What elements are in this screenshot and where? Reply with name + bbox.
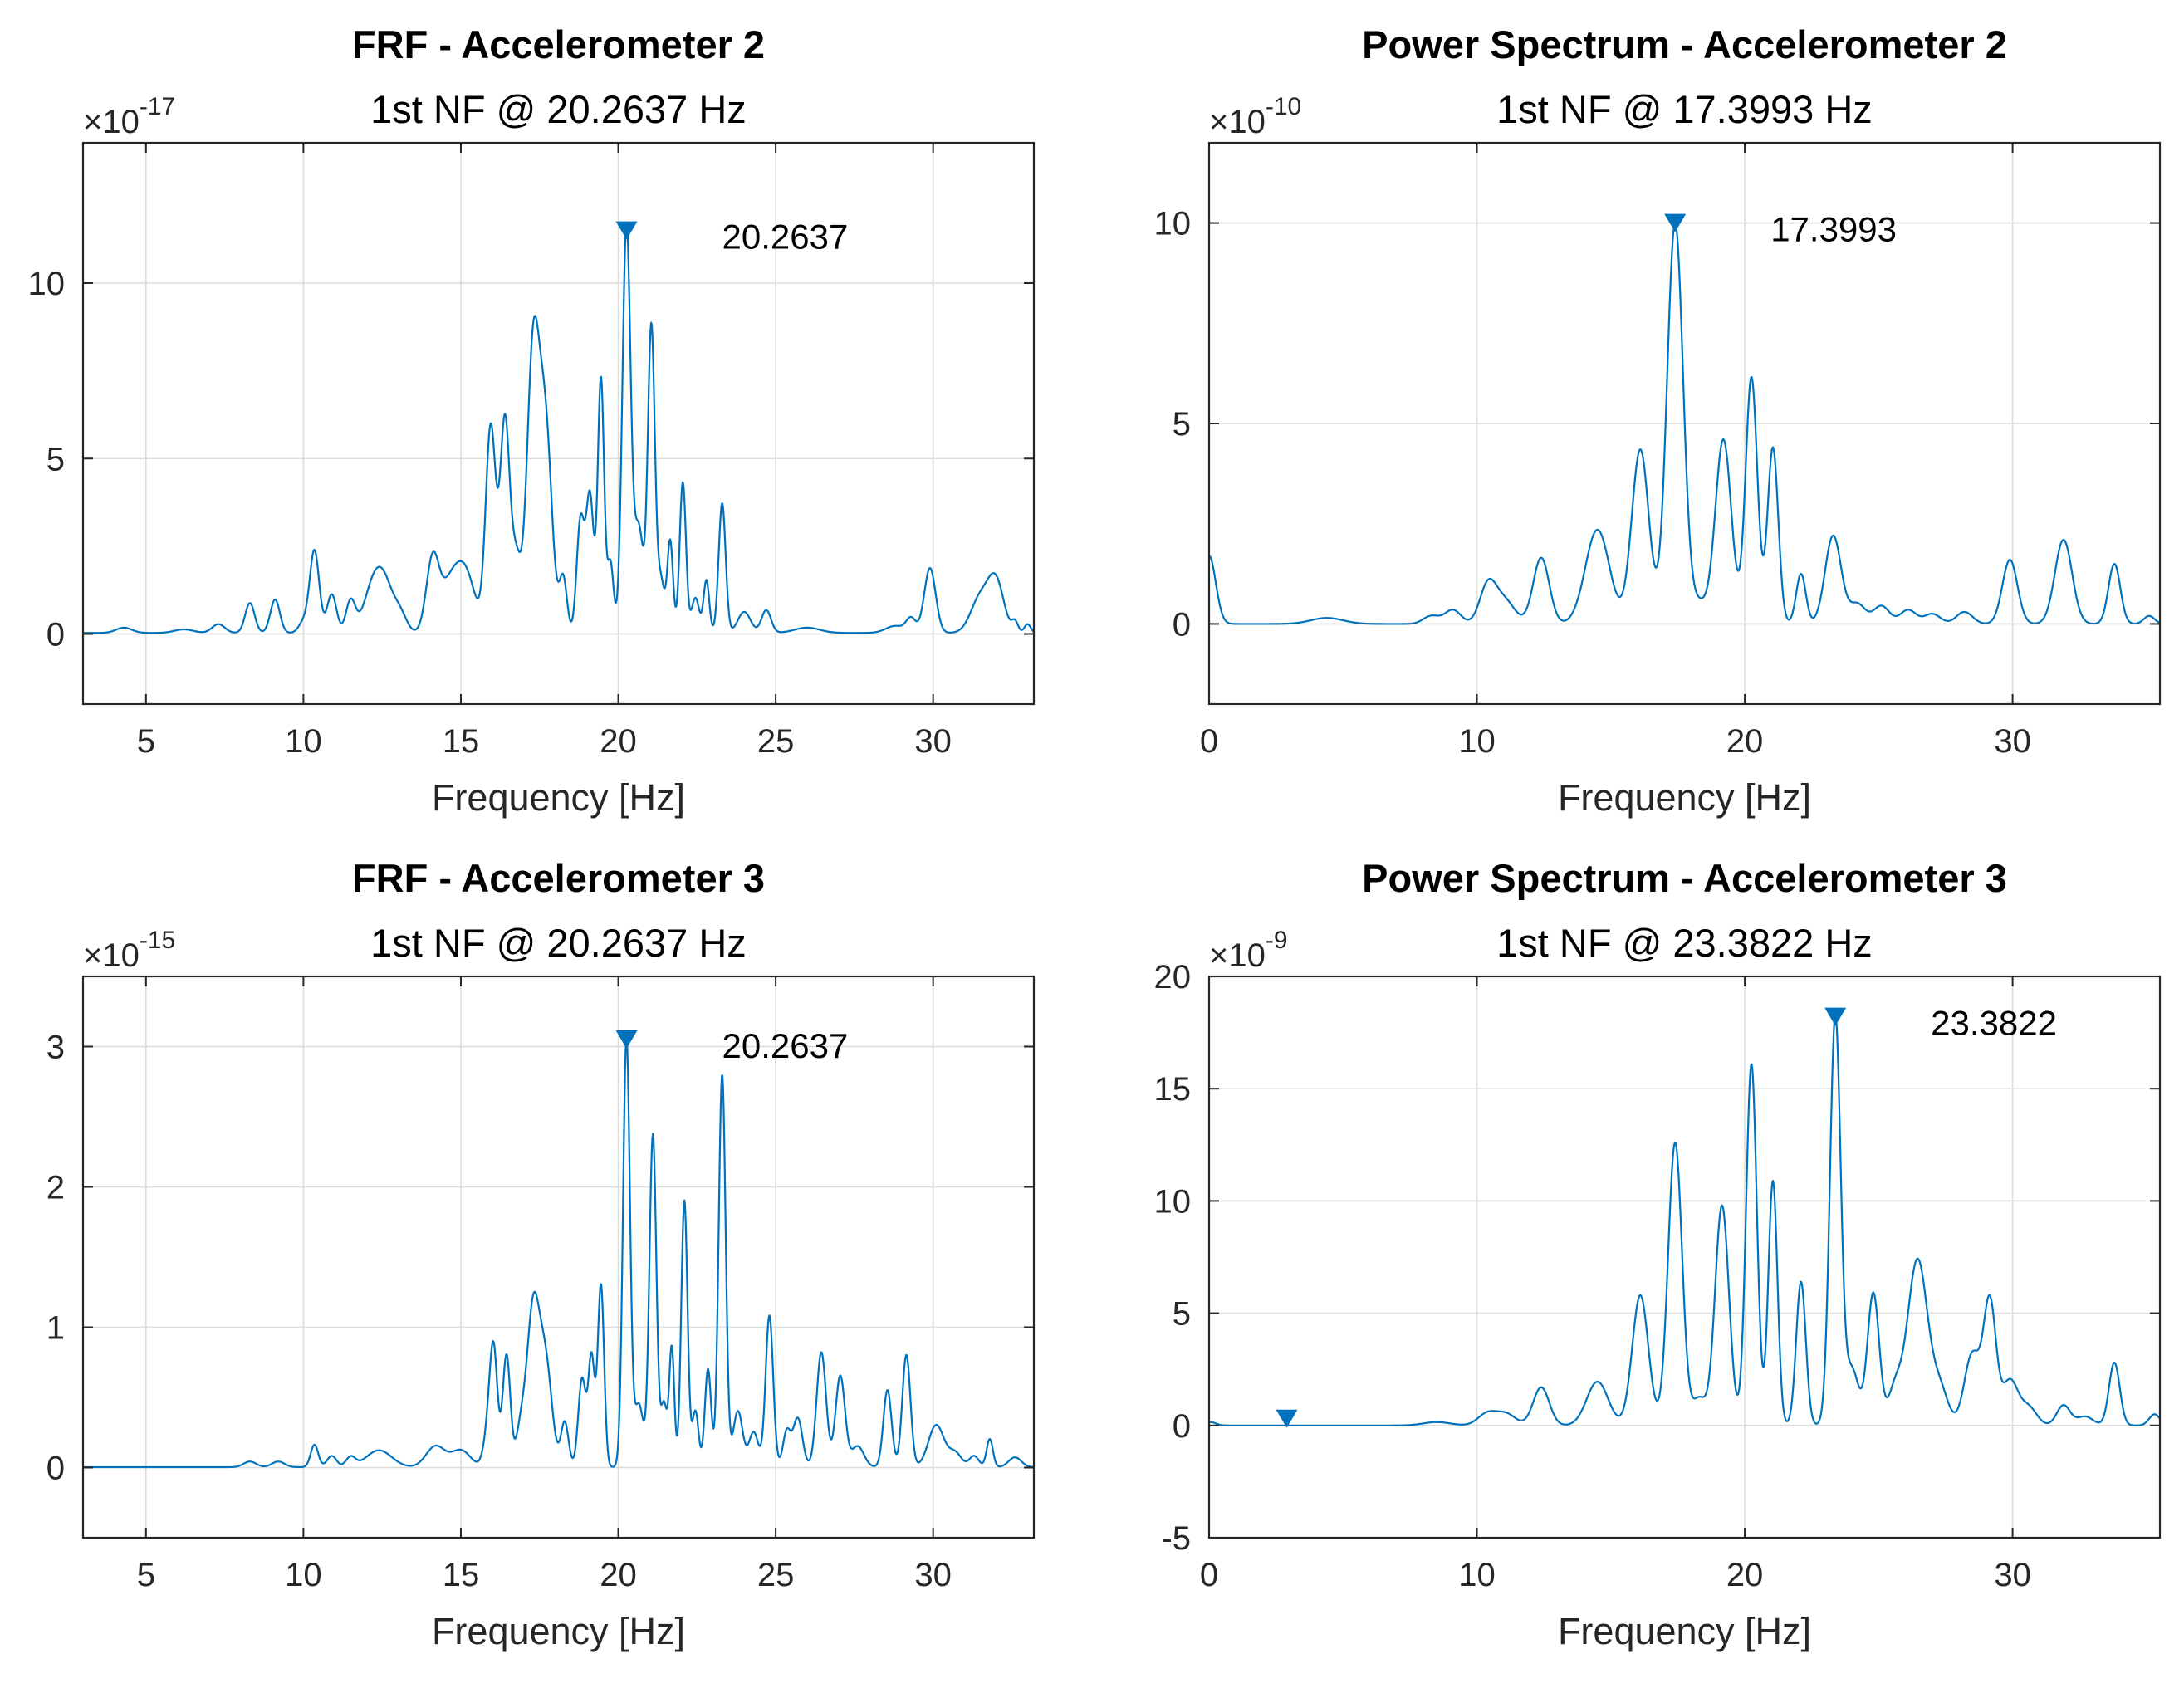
x-tick-label: 25	[757, 1557, 795, 1593]
spectrum-line	[1209, 1013, 2160, 1426]
x-axis-label: Frequency [Hz]	[1558, 1610, 1811, 1652]
x-tick-label: 30	[914, 1557, 952, 1593]
grid	[83, 143, 1034, 704]
x-tick-label: 20	[1726, 1557, 1764, 1593]
y-tick-label: 1	[47, 1310, 65, 1347]
x-tick-label: 0	[1200, 1557, 1218, 1593]
axes-frame	[81, 975, 1036, 1539]
y-tick-label: 20	[1154, 959, 1192, 996]
spectrum-line	[1209, 222, 2160, 625]
x-tick-label: 15	[443, 723, 480, 760]
y-tick-label: 15	[1154, 1071, 1192, 1108]
secondary-marker	[1276, 1409, 1298, 1428]
peak-marker	[615, 221, 638, 240]
axis-exponent: ×10-15	[83, 927, 175, 974]
y-tick-label: 0	[1173, 606, 1191, 643]
x-axis-label: Frequency [Hz]	[1558, 776, 1811, 819]
chart-subtitle: 1st NF @ 20.2637 Hz	[370, 87, 747, 131]
chart-subtitle: 1st NF @ 17.3993 Hz	[1496, 87, 1873, 131]
frf-accelerometer-2-chart: FRF - Accelerometer 2 1st NF @ 20.2637 Hz…	[0, 0, 1058, 838]
y-tick-label: -5	[1161, 1520, 1191, 1557]
y-tick-label: 0	[1173, 1408, 1191, 1445]
frf-accelerometer-3-chart: FRF - Accelerometer 3 1st NF @ 20.2637 Hz…	[0, 834, 1058, 1671]
chart-svg: FRF - Accelerometer 3 1st NF @ 20.2637 Hz…	[47, 856, 1036, 1652]
axis-exponent: ×10-9	[1209, 927, 1288, 974]
axes-frame	[1207, 975, 2162, 1539]
chart-title: Power Spectrum - Accelerometer 3	[1362, 856, 2007, 900]
peak-marker	[615, 1030, 638, 1049]
x-axis-label: Frequency [Hz]	[432, 1610, 685, 1652]
x-tick-label: 5	[137, 723, 155, 760]
y-tick-label: 0	[47, 1451, 65, 1487]
y-tick-label: 10	[1154, 206, 1192, 242]
y-tick-label: 5	[47, 441, 65, 477]
x-tick-label: 10	[1458, 1557, 1496, 1593]
x-tick-label: 10	[1458, 723, 1496, 760]
x-tick-label: 30	[914, 723, 952, 760]
x-tick-label: 30	[1994, 1557, 2031, 1593]
chart-svg: Power Spectrum - Accelerometer 3 1st NF @…	[1154, 856, 2162, 1652]
grid	[83, 976, 1034, 1538]
spectrum-line	[83, 1037, 1034, 1469]
chart-svg: FRF - Accelerometer 2 1st NF @ 20.2637 Hz…	[28, 22, 1036, 819]
grid	[1208, 976, 2160, 1539]
peak-annotation: 17.3993	[1770, 210, 1897, 249]
x-axis-label: Frequency [Hz]	[432, 776, 685, 819]
x-tick-label: 10	[285, 723, 322, 760]
peak-marker	[1664, 213, 1687, 232]
axes-frame	[81, 141, 1036, 706]
y-tick-label: 0	[47, 617, 65, 653]
peak-annotation: 20.2637	[722, 1026, 849, 1065]
peak-annotation: 20.2637	[722, 218, 849, 257]
peak-annotation: 23.3822	[1931, 1004, 2057, 1043]
chart-subtitle: 1st NF @ 23.3822 Hz	[1496, 921, 1873, 965]
x-tick-label: 20	[600, 723, 637, 760]
axis-exponent: ×10-17	[83, 93, 175, 140]
chart-title: FRF - Accelerometer 2	[352, 22, 765, 66]
peak-marker	[1824, 1007, 1847, 1026]
axis-exponent: ×10-10	[1209, 93, 1301, 140]
power-spectrum-accelerometer-2-chart: Power Spectrum - Accelerometer 2 1st NF @…	[1126, 0, 2184, 838]
y-tick-label: 5	[1173, 406, 1191, 443]
x-tick-label: 5	[137, 1557, 155, 1593]
y-tick-label: 5	[1173, 1296, 1191, 1333]
chart-title: Power Spectrum - Accelerometer 2	[1362, 22, 2007, 66]
x-tick-label: 20	[1726, 723, 1764, 760]
y-tick-label: 2	[47, 1170, 65, 1206]
power-spectrum-accelerometer-3-chart: Power Spectrum - Accelerometer 3 1st NF @…	[1126, 834, 2184, 1671]
chart-title: FRF - Accelerometer 3	[352, 856, 765, 900]
y-tick-label: 10	[1154, 1183, 1192, 1220]
spectrum-line	[83, 222, 1034, 634]
x-tick-label: 10	[285, 1557, 322, 1593]
chart-subtitle: 1st NF @ 20.2637 Hz	[370, 921, 747, 965]
x-tick-label: 20	[600, 1557, 637, 1593]
y-tick-label: 3	[47, 1030, 65, 1066]
x-tick-label: 30	[1994, 723, 2031, 760]
x-tick-label: 25	[757, 723, 795, 760]
chart-svg: Power Spectrum - Accelerometer 2 1st NF @…	[1154, 22, 2162, 819]
x-tick-label: 0	[1200, 723, 1218, 760]
y-tick-label: 10	[28, 266, 66, 302]
x-tick-label: 15	[443, 1557, 480, 1593]
